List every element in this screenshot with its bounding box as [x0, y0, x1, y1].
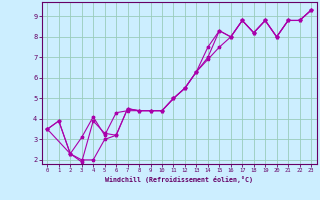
X-axis label: Windchill (Refroidissement éolien,°C): Windchill (Refroidissement éolien,°C): [105, 176, 253, 183]
